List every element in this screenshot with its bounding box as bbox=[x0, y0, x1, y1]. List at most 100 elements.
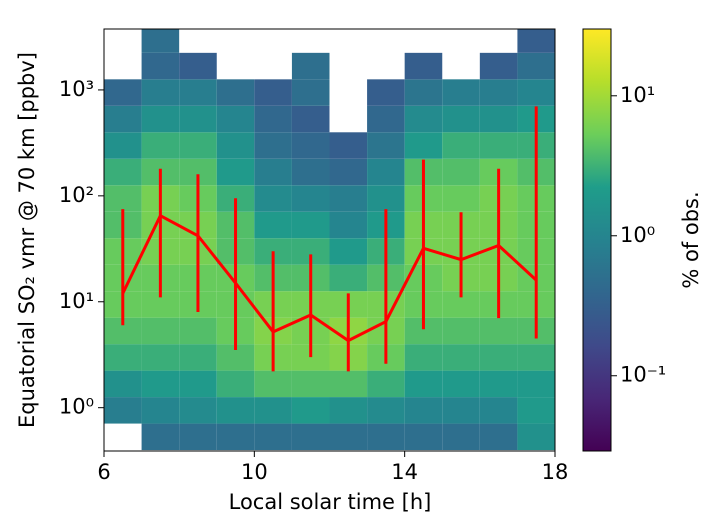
heatmap-cell bbox=[291, 158, 330, 186]
heatmap-cell bbox=[479, 132, 518, 159]
heatmap-cell bbox=[254, 370, 292, 398]
heatmap-cell bbox=[254, 423, 292, 451]
heatmap-cell bbox=[442, 79, 480, 106]
heatmap-cell bbox=[442, 397, 480, 424]
heatmap-cell bbox=[179, 105, 217, 133]
heatmap-cell bbox=[404, 132, 443, 159]
heatmap-cell bbox=[179, 132, 217, 159]
heatmap-cell bbox=[367, 185, 405, 212]
heatmap-cell bbox=[254, 211, 292, 239]
y-tick-label: 10¹ bbox=[59, 289, 94, 313]
heatmap-cell bbox=[141, 397, 180, 424]
heatmap-cell bbox=[479, 52, 518, 80]
heatmap-cell bbox=[517, 79, 555, 106]
heatmap-cell bbox=[404, 52, 443, 80]
heatmap-cell bbox=[442, 158, 480, 186]
median-line bbox=[121, 213, 538, 343]
heatmap-cell bbox=[179, 317, 217, 345]
heatmap-cell bbox=[254, 132, 292, 159]
heatmap-cell bbox=[517, 29, 555, 53]
heatmap-cell bbox=[442, 317, 480, 345]
x-tick-label: 6 bbox=[97, 460, 110, 484]
x-tick-label: 18 bbox=[542, 460, 569, 484]
heatmap-cell bbox=[367, 158, 405, 186]
y-axis-title: Equatorial SO₂ vmr @ 70 km [ppbv] bbox=[15, 52, 39, 428]
heatmap-cell bbox=[442, 370, 480, 398]
heatmap-cell bbox=[254, 105, 292, 133]
heatmap-cell bbox=[291, 79, 330, 106]
heatmap-cell bbox=[517, 344, 555, 371]
heatmap-cell bbox=[216, 105, 255, 133]
heatmap-cell bbox=[216, 79, 255, 106]
heatmap-cell bbox=[104, 105, 142, 133]
heatmap-cell bbox=[141, 317, 180, 345]
heatmap-cell bbox=[291, 370, 330, 398]
heatmap bbox=[104, 29, 555, 451]
heatmap-cell bbox=[404, 397, 443, 424]
x-axis-title: Local solar time [h] bbox=[229, 490, 432, 514]
heatmap-cell bbox=[367, 370, 405, 398]
heatmap-cell bbox=[329, 370, 368, 398]
heatmap-cell bbox=[291, 185, 330, 212]
heatmap-cell bbox=[104, 185, 142, 212]
heatmap-cell bbox=[479, 317, 518, 345]
heatmap-cell bbox=[479, 79, 518, 106]
heatmap-cell bbox=[141, 132, 180, 159]
heatmap-cell bbox=[479, 397, 518, 424]
heatmap-cell bbox=[367, 397, 405, 424]
heatmap-cell bbox=[254, 397, 292, 424]
heatmap-cell bbox=[479, 423, 518, 451]
heatmap-cell bbox=[367, 423, 405, 451]
heatmap-cell bbox=[517, 52, 555, 80]
heatmap-cell bbox=[254, 79, 292, 106]
heatmap-cell bbox=[291, 52, 330, 80]
heatmap-cell bbox=[104, 397, 142, 424]
heatmap-cell bbox=[291, 211, 330, 239]
y-tick-label: 10² bbox=[59, 183, 94, 207]
heatmap-cell bbox=[141, 52, 180, 80]
heatmap-cell bbox=[104, 132, 142, 159]
heatmap-cell bbox=[141, 370, 180, 398]
heatmap-cell bbox=[179, 370, 217, 398]
heatmap-cell bbox=[141, 423, 180, 451]
colorbar-title: % of obs. bbox=[679, 191, 703, 288]
heatmap-cell bbox=[254, 158, 292, 186]
heatmap-cell bbox=[179, 423, 217, 451]
heatmap-cell bbox=[404, 344, 443, 371]
heatmap-cell bbox=[329, 397, 368, 424]
x-tick-label: 14 bbox=[391, 460, 418, 484]
y-tick-label: 10³ bbox=[59, 77, 94, 101]
heatmap-cell bbox=[404, 79, 443, 106]
colorbar bbox=[582, 28, 612, 452]
x-tick-label: 10 bbox=[241, 460, 268, 484]
heatmap-cell bbox=[404, 370, 443, 398]
heatmap-cell bbox=[404, 105, 443, 133]
heatmap-cell bbox=[479, 105, 518, 133]
heatmap-cell bbox=[104, 158, 142, 186]
heatmap-cell bbox=[329, 238, 368, 265]
heatmap-cell bbox=[517, 423, 555, 451]
colorbar-tick-label: 10⁻¹ bbox=[620, 363, 666, 387]
heatmap-cell bbox=[291, 105, 330, 133]
heatmap-cell bbox=[329, 185, 368, 212]
heatmap-cell bbox=[517, 370, 555, 398]
heatmap-cell bbox=[479, 370, 518, 398]
heatmap-cell bbox=[479, 344, 518, 371]
heatmap-cell bbox=[329, 211, 368, 239]
heatmap-cell bbox=[442, 132, 480, 159]
heatmap-cell bbox=[216, 132, 255, 159]
colorbar-tick-label: 10¹ bbox=[620, 83, 655, 107]
heatmap-cell bbox=[367, 132, 405, 159]
heatmap-cell bbox=[291, 423, 330, 451]
heatmap-cell bbox=[404, 423, 443, 451]
heatmap-cell bbox=[291, 397, 330, 424]
heatmap-cell bbox=[442, 344, 480, 371]
heatmap-cell bbox=[517, 397, 555, 424]
heatmap-cell bbox=[216, 423, 255, 451]
heatmap-cell bbox=[442, 185, 480, 212]
heatmap-cell bbox=[442, 423, 480, 451]
heatmap-cell bbox=[329, 132, 368, 159]
heatmap-cell bbox=[104, 79, 142, 106]
heatmap-cell bbox=[329, 264, 368, 292]
